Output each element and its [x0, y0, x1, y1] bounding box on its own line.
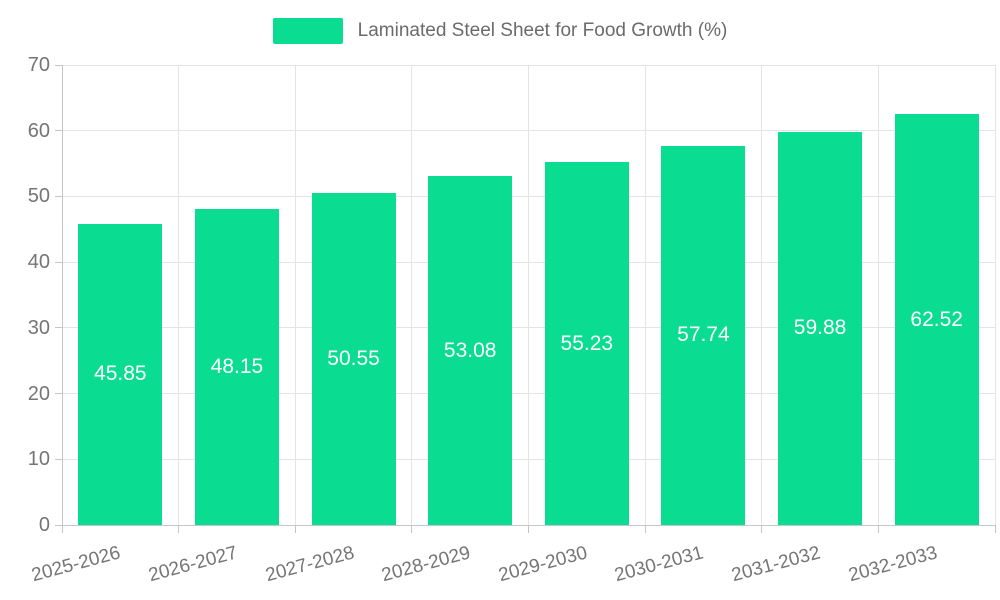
- y-axis-tick-label: 10: [27, 448, 50, 471]
- x-axis-tick: [411, 525, 413, 533]
- y-axis-tick-label: 70: [27, 54, 50, 76]
- y-axis-tick: [55, 458, 62, 460]
- bar[interactable]: 50.55: [311, 192, 396, 525]
- y-axis-tick-label: 30: [27, 316, 50, 339]
- bar-value-label: 57.74: [677, 323, 730, 347]
- x-axis-tick: [761, 525, 763, 533]
- y-axis-tick: [55, 524, 62, 526]
- gridline-vertical: [178, 65, 180, 525]
- gridline-vertical: [761, 65, 763, 525]
- x-axis-tick: [877, 525, 879, 533]
- y-axis-tick-label: 40: [27, 251, 50, 274]
- y-axis-tick-label: 0: [38, 514, 50, 536]
- bar[interactable]: 59.88: [778, 131, 863, 525]
- gridline-vertical: [294, 65, 296, 525]
- bar[interactable]: 55.23: [544, 162, 629, 525]
- y-axis-line: [62, 65, 63, 525]
- bar-value-label: 53.08: [443, 338, 497, 362]
- y-axis-tick: [55, 393, 62, 395]
- y-axis-tick-label: 50: [27, 185, 50, 208]
- bar-value-label: 62.52: [910, 307, 963, 331]
- x-axis-tick: [644, 525, 646, 533]
- x-axis-tick: [178, 525, 180, 533]
- y-axis-tick-label: 20: [27, 382, 50, 405]
- y-axis-tick: [55, 261, 62, 263]
- bar-value-label: 50.55: [327, 346, 380, 370]
- y-axis-tick: [55, 195, 62, 197]
- legend-label: Laminated Steel Sheet for Food Growth (%…: [357, 20, 728, 41]
- bar-value-label: 48.15: [210, 354, 264, 378]
- bar[interactable]: 53.08: [428, 176, 513, 525]
- legend[interactable]: Laminated Steel Sheet for Food Growth (%…: [0, 16, 1000, 46]
- x-axis-tick: [294, 525, 296, 533]
- y-axis-tick: [55, 327, 62, 329]
- bar-value-label: 55.23: [560, 331, 614, 355]
- gridline-vertical: [528, 65, 529, 525]
- bar[interactable]: 57.74: [661, 145, 746, 525]
- gridline-vertical: [877, 65, 879, 525]
- gridline-vertical: [411, 65, 413, 525]
- gridline-vertical: [644, 65, 646, 525]
- gridline-vertical: [994, 65, 996, 525]
- legend-swatch-icon: [272, 18, 343, 44]
- y-axis-tick: [55, 130, 62, 132]
- x-axis-line: [62, 525, 996, 526]
- x-axis-tick: [61, 525, 63, 533]
- bar[interactable]: 48.15: [194, 208, 279, 525]
- bar[interactable]: 45.85: [78, 223, 163, 525]
- bar-value-label: 59.88: [793, 316, 847, 340]
- y-axis-tick: [55, 64, 62, 66]
- bar-value-label: 45.85: [94, 362, 147, 386]
- y-axis-tick-label: 60: [27, 119, 50, 142]
- bar[interactable]: 62.52: [894, 114, 979, 525]
- x-axis-tick: [528, 525, 529, 533]
- x-axis-tick: [994, 525, 996, 533]
